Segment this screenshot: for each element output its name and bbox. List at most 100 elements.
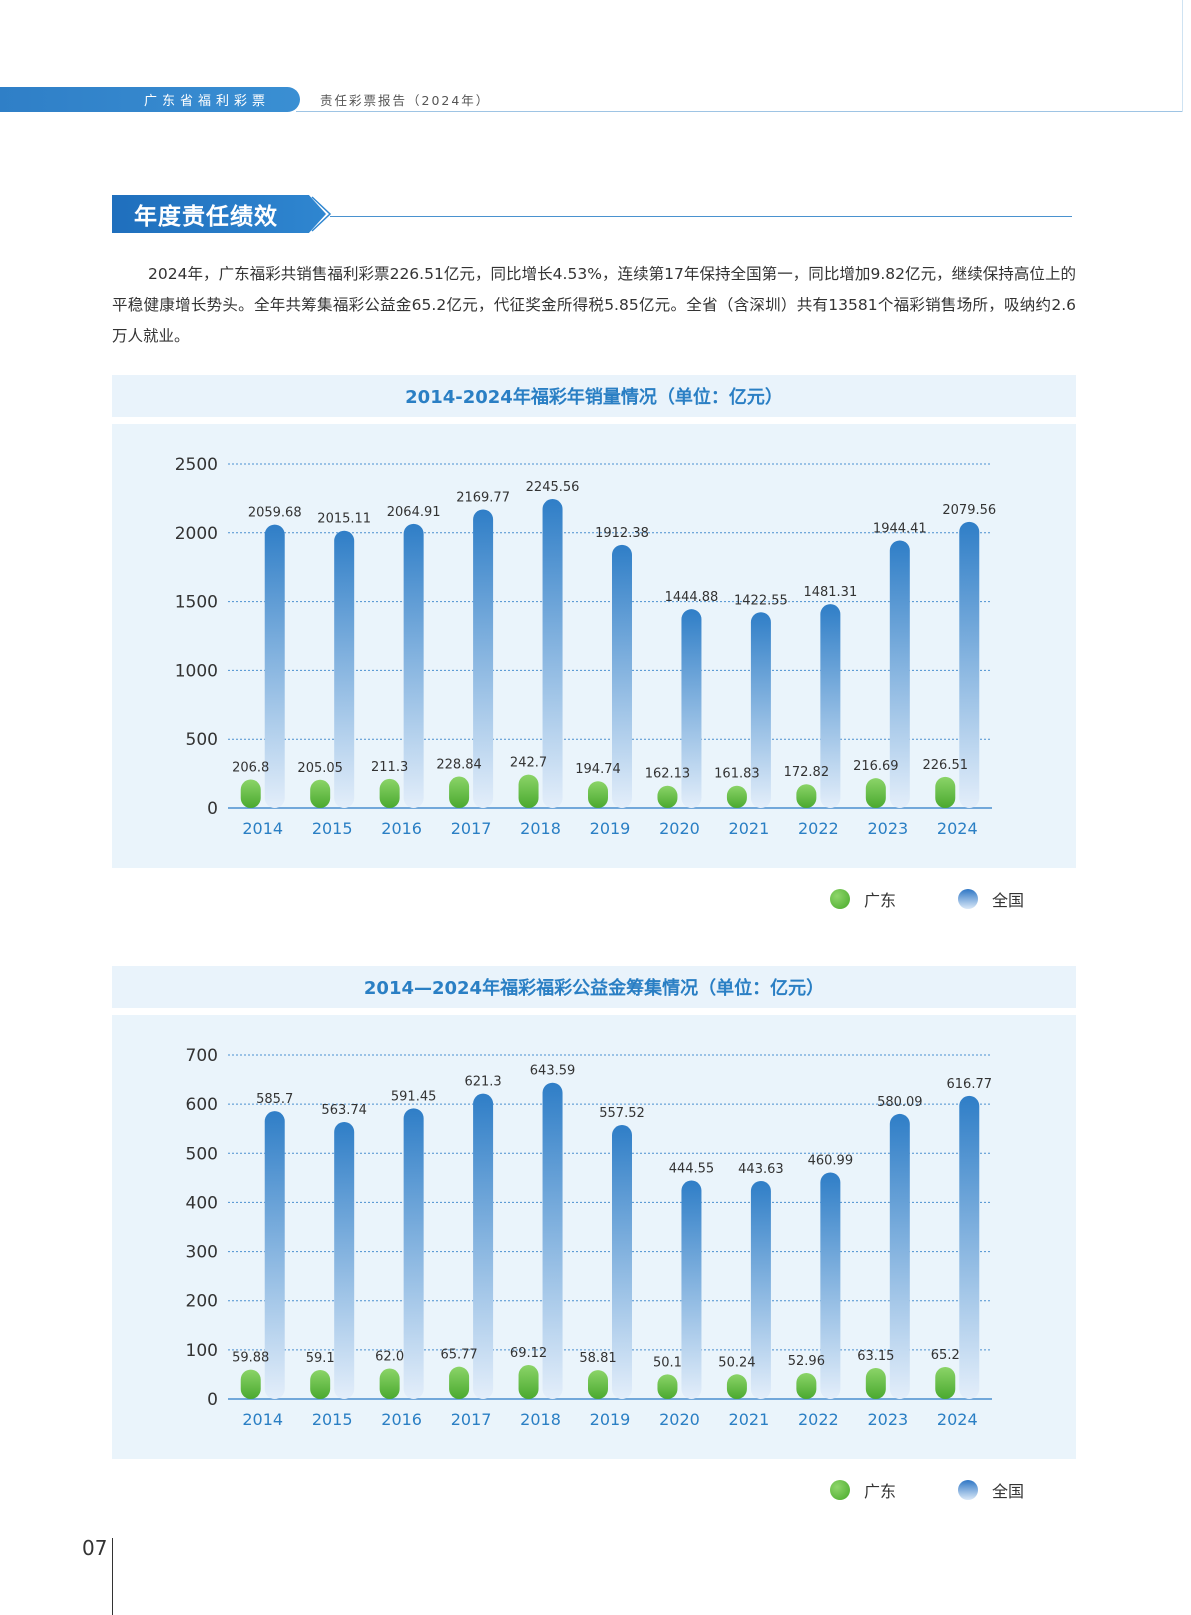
chart-1-title-text: 2014-2024年福彩年销量情况（单位：亿元） [405, 387, 783, 408]
y-tick-label: 200 [186, 1292, 218, 1312]
bar-gd [449, 1366, 470, 1399]
bar-gd [865, 778, 886, 808]
data-label-gd: 242.7 [510, 756, 547, 771]
legend-label-gd: 广东 [864, 1482, 897, 1501]
bar-gd [796, 1372, 817, 1399]
page-edge-rule [1182, 0, 1183, 112]
data-label-gd: 211.3 [371, 760, 408, 775]
bar-gd [657, 785, 678, 808]
x-tick-label: 2016 [381, 1410, 422, 1429]
y-tick-label: 100 [186, 1341, 218, 1361]
x-tick-label: 2018 [520, 819, 561, 838]
header-tab-label: 广东省福利彩票 [144, 94, 271, 109]
bar-gd [865, 1367, 886, 1399]
bar-national [820, 604, 841, 808]
x-tick-label: 2024 [937, 819, 978, 838]
y-tick-label: 1000 [175, 661, 218, 681]
legend-label-gd: 广东 [864, 891, 897, 910]
bar-gd [726, 785, 747, 808]
legend-item-national: 全国 [958, 887, 1024, 911]
x-tick-label: 2018 [520, 1410, 561, 1429]
chart-1-legend: 广东 全国 [830, 886, 1024, 912]
y-tick-label: 2500 [175, 455, 218, 475]
legend-swatch-national [958, 889, 979, 909]
y-tick-label: 2000 [175, 524, 218, 544]
bar-national [681, 1180, 702, 1399]
data-label-gd: 59.1 [306, 1351, 335, 1366]
section-divider [330, 216, 1072, 217]
bar-national [681, 609, 702, 808]
chart-2-svg: 0 100 200 300 400 500 600 700 585.7 59.88 2014 563.… [186, 1046, 992, 1429]
x-tick-label: 2017 [451, 819, 492, 838]
bar-national [820, 1172, 841, 1399]
y-tick-label: 500 [186, 730, 218, 750]
data-label-national: 1444.88 [665, 590, 719, 605]
chart-1-svg: 0 500 1000 1500 2000 2500 2059.68 206.8 2014 2015… [175, 455, 996, 838]
x-tick-label: 2019 [590, 1410, 631, 1429]
bar-national [959, 1095, 980, 1399]
data-label-national: 563.74 [321, 1103, 367, 1118]
legend-label-national: 全国 [992, 1482, 1025, 1501]
x-tick-label: 2020 [659, 1410, 700, 1429]
bar-gd [588, 781, 608, 808]
data-label-national: 585.7 [256, 1092, 293, 1107]
x-tick-label: 2019 [590, 819, 631, 838]
bar-gd [449, 776, 470, 808]
header-subtitle: 责任彩票报告（2024年） [320, 93, 491, 108]
y-tick-label: 0 [207, 799, 218, 819]
chevron-right-icon [311, 196, 332, 232]
data-label-national: 2015.11 [317, 512, 371, 527]
data-label-gd: 52.96 [788, 1354, 825, 1369]
data-label-gd: 63.15 [857, 1349, 894, 1364]
legend-item-gd: 广东 [830, 1478, 896, 1502]
page-number: 07 [82, 1536, 108, 1560]
y-tick-label: 400 [186, 1193, 218, 1213]
bar-gd [657, 1374, 678, 1399]
bar-national [750, 612, 771, 808]
page-number-rule [112, 1538, 113, 1615]
data-label-gd: 226.51 [923, 758, 969, 773]
bar-gd [518, 1365, 539, 1399]
data-label-national: 1481.31 [803, 585, 857, 600]
data-label-gd: 162.13 [645, 767, 691, 782]
bar-national [959, 521, 980, 808]
bar-national [612, 1125, 632, 1399]
bar-gd [240, 779, 261, 808]
bar-national [473, 1093, 494, 1399]
x-tick-label: 2015 [312, 819, 353, 838]
legend-label-national: 全国 [992, 891, 1025, 910]
bar-national [542, 1082, 563, 1399]
data-label-national: 580.09 [877, 1095, 923, 1110]
data-label-gd: 50.24 [718, 1355, 755, 1370]
data-label-national: 2064.91 [387, 505, 441, 520]
data-label-gd: 206.8 [232, 761, 269, 776]
data-label-national: 460.99 [808, 1153, 854, 1168]
y-tick-label: 0 [207, 1390, 218, 1410]
bar-national [334, 530, 355, 808]
data-label-national: 2169.77 [456, 490, 510, 505]
data-label-national: 444.55 [669, 1162, 715, 1177]
legend-swatch-gd [830, 1480, 850, 1500]
bar-national [403, 523, 424, 808]
bar-gd [726, 1374, 747, 1399]
data-label-gd: 58.81 [579, 1351, 616, 1366]
data-label-gd: 216.69 [853, 759, 899, 774]
data-label-gd: 228.84 [436, 758, 482, 773]
data-label-national: 2245.56 [526, 480, 580, 495]
y-tick-label: 500 [186, 1144, 218, 1164]
data-label-gd: 59.88 [232, 1351, 269, 1366]
data-label-national: 591.45 [391, 1089, 437, 1104]
data-label-gd: 172.82 [784, 765, 830, 780]
data-label-national: 1422.55 [734, 593, 788, 608]
bar-gd [310, 779, 331, 808]
y-tick-label: 700 [186, 1046, 218, 1066]
bar-national [612, 544, 632, 808]
bar-gd [796, 784, 817, 808]
header-divider [296, 111, 1182, 112]
x-tick-label: 2021 [729, 819, 770, 838]
x-tick-label: 2015 [312, 1410, 353, 1429]
y-tick-label: 300 [186, 1243, 218, 1263]
bar-national [264, 1111, 285, 1399]
y-tick-label: 1500 [175, 593, 218, 613]
x-tick-label: 2014 [242, 819, 283, 838]
